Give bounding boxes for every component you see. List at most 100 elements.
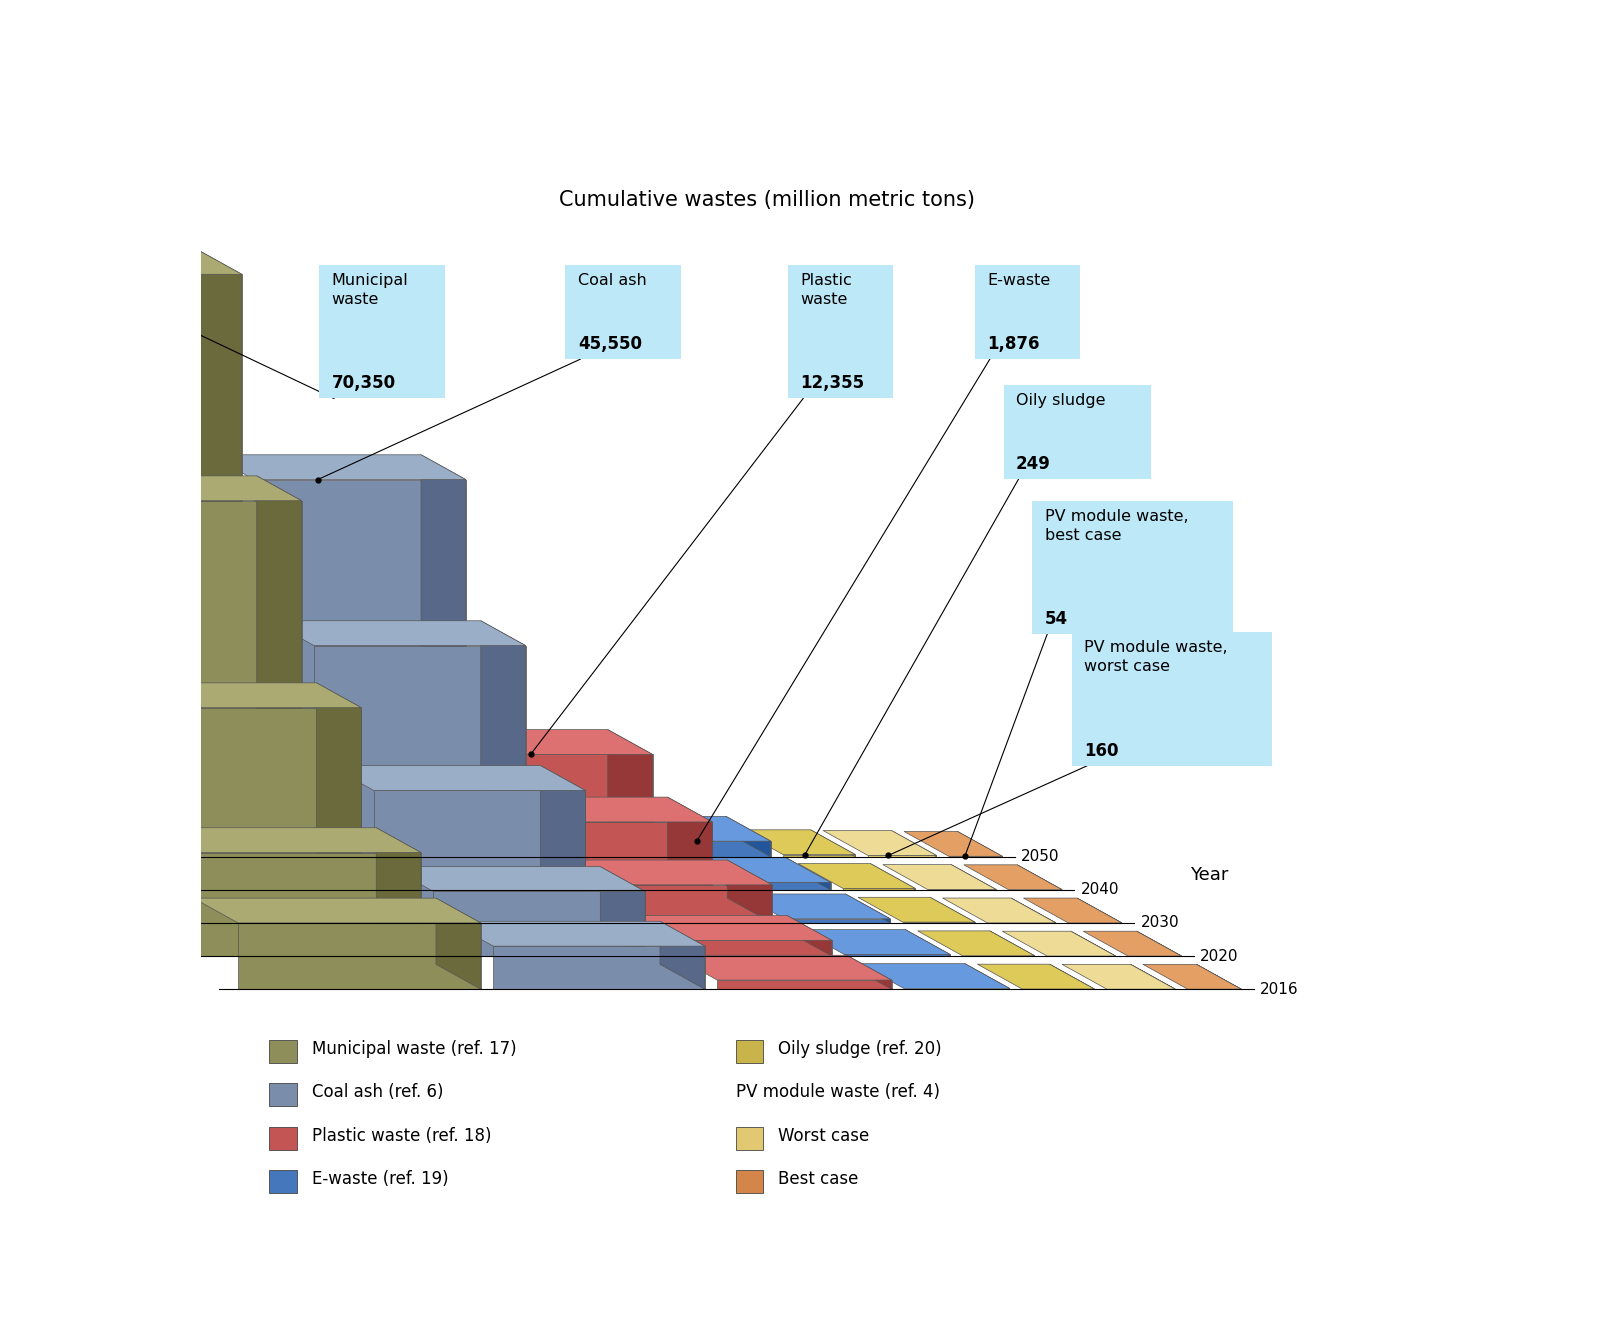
Polygon shape [786, 915, 831, 956]
Polygon shape [14, 476, 302, 501]
Text: PV module waste,
best case: PV module waste, best case [1043, 509, 1188, 543]
Polygon shape [1136, 931, 1181, 956]
Polygon shape [870, 864, 915, 890]
FancyBboxPatch shape [270, 1040, 297, 1063]
Polygon shape [1061, 965, 1175, 989]
Text: PV module waste,
worst case: PV module waste, worst case [1083, 641, 1228, 675]
Polygon shape [254, 480, 465, 856]
Polygon shape [891, 831, 936, 856]
Polygon shape [133, 828, 421, 852]
FancyBboxPatch shape [1072, 632, 1271, 766]
Polygon shape [963, 864, 1061, 890]
FancyBboxPatch shape [735, 1126, 762, 1149]
Polygon shape [811, 829, 855, 856]
FancyBboxPatch shape [270, 1083, 297, 1106]
Polygon shape [656, 941, 831, 956]
Polygon shape [679, 857, 830, 883]
Polygon shape [238, 923, 480, 989]
Polygon shape [799, 930, 950, 954]
Text: Plastic
waste: Plastic waste [801, 273, 852, 306]
Text: 70,350: 70,350 [331, 374, 395, 392]
Text: E-waste (ref. 19): E-waste (ref. 19) [311, 1171, 448, 1188]
Text: 12,355: 12,355 [801, 374, 863, 392]
Text: Municipal waste (ref. 17): Municipal waste (ref. 17) [311, 1040, 515, 1058]
Text: 1,876: 1,876 [987, 335, 1038, 353]
Polygon shape [916, 931, 1034, 956]
Polygon shape [724, 883, 830, 890]
Polygon shape [905, 930, 950, 956]
Polygon shape [193, 898, 480, 923]
FancyBboxPatch shape [270, 1126, 297, 1149]
Polygon shape [904, 832, 1002, 856]
FancyBboxPatch shape [1032, 501, 1231, 634]
Text: Oily sludge (ref. 20): Oily sludge (ref. 20) [778, 1040, 941, 1058]
Polygon shape [725, 816, 770, 856]
Polygon shape [717, 980, 891, 989]
Polygon shape [600, 867, 645, 956]
Polygon shape [740, 894, 889, 919]
Polygon shape [977, 964, 1093, 989]
FancyBboxPatch shape [319, 265, 445, 398]
Polygon shape [1022, 898, 1122, 923]
Polygon shape [846, 956, 891, 989]
FancyBboxPatch shape [1003, 384, 1151, 480]
Polygon shape [942, 898, 1054, 923]
Polygon shape [541, 766, 584, 923]
Polygon shape [1077, 898, 1122, 923]
Polygon shape [315, 645, 525, 890]
Text: Best case: Best case [778, 1171, 859, 1188]
Polygon shape [197, 250, 242, 856]
Polygon shape [620, 816, 770, 841]
FancyBboxPatch shape [788, 265, 892, 398]
FancyBboxPatch shape [565, 265, 681, 359]
Polygon shape [435, 898, 480, 989]
Polygon shape [727, 860, 772, 923]
Polygon shape [668, 797, 713, 890]
Polygon shape [552, 860, 772, 884]
Polygon shape [989, 931, 1034, 956]
Polygon shape [597, 884, 772, 923]
Polygon shape [859, 964, 1010, 989]
FancyBboxPatch shape [270, 1171, 297, 1193]
Polygon shape [1016, 864, 1061, 890]
Polygon shape [783, 855, 855, 856]
Polygon shape [493, 797, 713, 823]
Polygon shape [538, 823, 713, 890]
Text: 249: 249 [1016, 456, 1050, 473]
Polygon shape [672, 956, 891, 980]
Polygon shape [929, 898, 974, 923]
Polygon shape [660, 921, 705, 989]
Polygon shape [883, 864, 995, 890]
Polygon shape [1011, 898, 1054, 923]
Text: 2050: 2050 [1021, 849, 1059, 864]
Text: Plastic waste (ref. 18): Plastic waste (ref. 18) [311, 1126, 491, 1145]
Polygon shape [1196, 965, 1241, 989]
Polygon shape [0, 274, 242, 856]
Polygon shape [844, 954, 950, 956]
Polygon shape [823, 831, 936, 855]
Polygon shape [607, 730, 652, 856]
Polygon shape [857, 898, 974, 922]
Polygon shape [1002, 931, 1115, 956]
Polygon shape [433, 730, 652, 754]
Polygon shape [738, 829, 855, 855]
Polygon shape [798, 864, 915, 888]
Text: 2020: 2020 [1199, 949, 1237, 964]
Polygon shape [844, 894, 889, 923]
Text: 2030: 2030 [1140, 915, 1178, 930]
Text: 160: 160 [1083, 742, 1119, 759]
Polygon shape [1071, 931, 1115, 956]
Text: E-waste: E-waste [987, 273, 1050, 288]
Polygon shape [1143, 965, 1241, 989]
FancyBboxPatch shape [974, 265, 1080, 359]
Polygon shape [329, 766, 584, 790]
Text: Oily sludge: Oily sludge [1016, 392, 1104, 409]
Polygon shape [270, 621, 525, 645]
Polygon shape [843, 888, 915, 890]
Text: Municipal
waste: Municipal waste [331, 273, 408, 306]
Polygon shape [613, 915, 831, 941]
Polygon shape [59, 501, 302, 890]
FancyBboxPatch shape [735, 1171, 762, 1193]
Text: Cumulative wastes (million metric tons): Cumulative wastes (million metric tons) [559, 190, 974, 210]
Text: Coal ash (ref. 6): Coal ash (ref. 6) [311, 1083, 443, 1102]
